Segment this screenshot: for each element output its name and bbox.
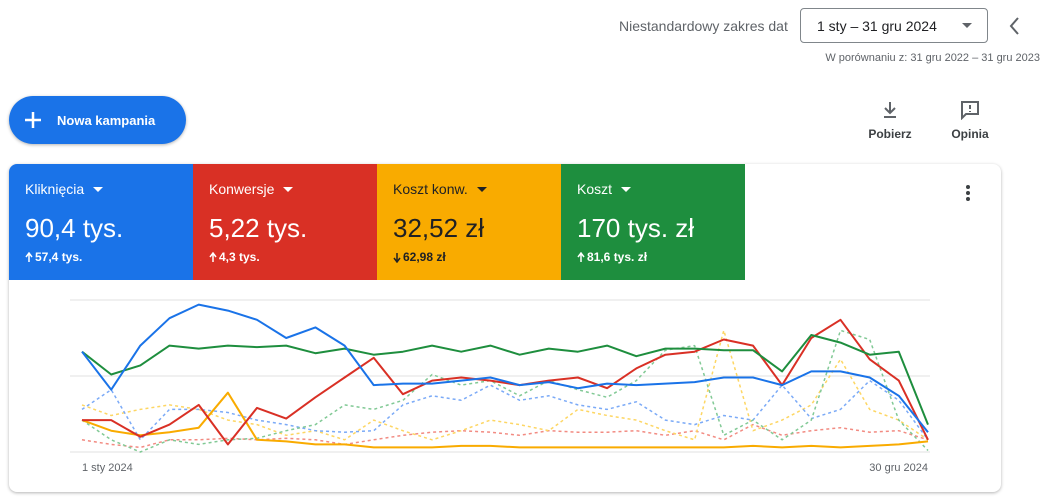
comparison-line	[81, 329, 929, 453]
download-button[interactable]: Pobierz	[850, 100, 930, 144]
metric-name: Koszt	[577, 181, 632, 197]
download-icon	[884, 102, 896, 118]
dropdown-arrow	[283, 187, 294, 193]
trend-arrow-path	[393, 253, 401, 263]
metric-name: Kliknięcia	[25, 181, 104, 197]
feedback-label: Opinia	[951, 127, 989, 141]
metric-change: 81,6 tys. zł	[587, 250, 648, 264]
metric-dropdown	[476, 187, 487, 193]
series-line	[81, 391, 929, 449]
metric-value: 5,22 tys.	[209, 213, 308, 243]
comparison-line	[81, 329, 929, 441]
metric-tile[interactable]: Kliknięcia 90,4 tys. 57,4 tys.	[9, 164, 193, 280]
metric-value: 90,4 tys.	[25, 213, 124, 243]
back-button[interactable]	[1007, 16, 1023, 36]
trend-arrow-path	[209, 252, 217, 262]
metric-name: Koszt konw.	[393, 181, 488, 197]
x-end-label: 30 gru 2024	[869, 462, 928, 474]
feedback-icon	[961, 101, 979, 120]
dropdown-arrow	[962, 23, 972, 28]
performance-card: Kliknięcia 90,4 tys. 57,4 tys. Konwersje 5,2…	[9, 164, 1001, 492]
new-campaign-label: Nowa kampania	[57, 113, 156, 128]
trend-arrow	[25, 252, 33, 262]
metric-tile[interactable]: Koszt konw. 32,52 zł 62,98 zł	[377, 164, 561, 280]
metric-name: Konwersje	[209, 181, 294, 197]
trend-arrow-path	[25, 252, 33, 262]
date-range-label: Niestandardowy zakres dat	[619, 18, 788, 34]
dropdown-arrow	[476, 187, 487, 193]
trend-arrow	[577, 252, 585, 262]
metric-dropdown	[93, 187, 104, 193]
more-menu[interactable]	[964, 184, 972, 204]
comparison-line	[81, 423, 929, 449]
trend-arrow	[393, 253, 401, 263]
metric-change: 4,3 tys.	[219, 250, 260, 264]
comparison-text: W porównaniu z: 31 gru 2022 – 31 gru 202…	[825, 52, 1040, 64]
comparison-line	[81, 379, 929, 441]
metric-change: 62,98 zł	[403, 250, 446, 264]
metric-tile[interactable]: Koszt 170 tys. zł 81,6 tys. zł	[561, 164, 745, 280]
plus-icon	[25, 112, 41, 128]
metric-value: 32,52 zł	[393, 213, 485, 243]
date-range: 1 sty – 31 gru 2024	[817, 18, 937, 34]
trend-arrow-path	[577, 252, 585, 262]
new-campaign-button[interactable]: Nowa kampania	[9, 96, 186, 144]
series-line	[81, 334, 929, 425]
trend-arrow	[209, 252, 217, 262]
metric-tile[interactable]: Konwersje 5,22 tys. 4,3 tys.	[193, 164, 377, 280]
feedback-button[interactable]: Opinia	[930, 100, 1010, 144]
x-start-label: 1 sty 2024	[82, 462, 133, 474]
metric-dropdown	[283, 187, 294, 193]
metric-change: 57,4 tys.	[35, 250, 83, 264]
series-line	[82, 318, 929, 446]
dropdown-arrow	[621, 187, 632, 193]
dropdown-arrow	[93, 187, 104, 193]
date-range-dropdown[interactable]: 1 sty – 31 gru 2024	[800, 8, 988, 43]
download-label: Pobierz	[868, 127, 912, 141]
metric-dropdown	[621, 187, 632, 193]
series-line	[81, 303, 929, 433]
metric-value: 170 tys. zł	[577, 213, 695, 243]
